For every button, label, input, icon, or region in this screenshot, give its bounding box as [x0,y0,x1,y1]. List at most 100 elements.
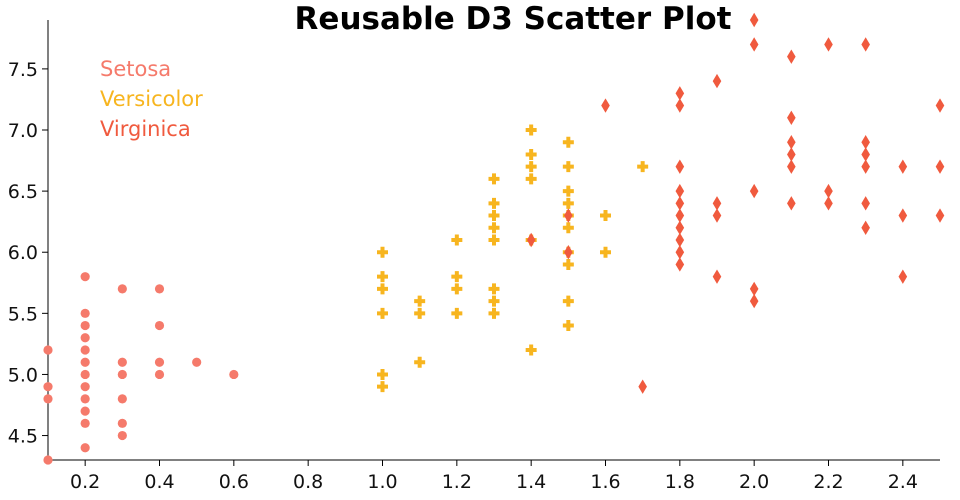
data-point [414,356,426,368]
data-point [229,369,239,380]
data-point [675,196,685,211]
data-point [80,382,90,392]
data-point [675,220,685,235]
x-tick-label: 1.0 [367,471,397,493]
data-point [712,208,722,223]
x-tick-label: 1.2 [442,471,472,493]
y-tick-label: 6.0 [8,242,38,264]
data-point [43,394,53,404]
data-point [562,161,574,173]
x-tick-label: 1.4 [516,471,546,493]
legend-item-versicolor: Versicolor [100,87,203,111]
data-point [488,197,500,209]
data-point [488,307,500,319]
data-point [154,369,165,380]
data-point [712,73,722,89]
data-point [80,394,90,404]
data-point [787,49,796,64]
data-point [377,307,388,319]
y-tick-label: 5.0 [8,364,38,386]
x-tick-label: 0.8 [293,471,323,493]
data-point [562,222,574,234]
data-point [192,357,202,367]
data-point [861,37,870,52]
data-point [80,272,90,282]
legend-item-setosa: Setosa [100,57,171,81]
data-point [861,159,870,174]
data-point [80,357,90,367]
data-point [861,147,870,162]
data-point [675,208,685,223]
data-point [117,369,127,380]
data-point [898,269,908,284]
data-point [712,196,722,211]
data-point [43,382,53,392]
data-point [749,12,759,28]
data-point [675,257,685,272]
data-point [787,159,796,174]
data-point [675,232,685,248]
x-tick-label: 0.4 [144,471,174,493]
x-tick-label: 2.2 [813,471,843,493]
data-point [824,37,833,52]
data-point [451,283,463,295]
data-point [675,245,685,260]
data-point [749,281,759,297]
data-point [377,283,388,295]
data-point [562,295,574,307]
data-point [601,98,610,113]
data-point [488,234,500,246]
data-point [564,245,573,260]
data-point [377,381,388,393]
data-point [600,246,611,258]
data-point [80,308,90,318]
data-point [80,406,90,416]
data-point [377,271,388,283]
data-point [414,307,426,319]
data-point [637,161,649,173]
y-tick-label: 7.5 [8,59,38,81]
data-point [787,147,796,162]
data-point [749,293,759,309]
y-tick-label: 5.5 [8,303,38,325]
data-point [80,345,90,355]
data-point [675,86,685,101]
data-point [117,418,127,428]
data-point [712,269,722,284]
legend: Setosa Versicolor Virginica [100,57,203,141]
x-tick-label: 0.6 [219,471,249,493]
data-point [562,258,574,270]
data-point [564,208,573,223]
data-point [562,320,574,332]
data-point [80,443,90,453]
data-point [935,208,945,223]
data-point [824,196,833,211]
data-point [562,185,574,197]
data-point [488,210,500,222]
x-tick-label: 1.6 [590,471,620,493]
data-point [600,210,611,222]
data-point [488,173,500,185]
data-point [451,307,463,319]
data-point [749,183,759,199]
data-point [80,369,90,380]
x-tick-label: 2.0 [739,471,769,493]
series-setosa [43,272,239,465]
data-point [749,37,759,52]
data-point [525,344,537,356]
data-point [638,379,647,394]
data-point [898,208,908,223]
data-point [898,159,908,174]
data-point [154,284,165,294]
data-point [935,98,945,113]
y-tick-label: 6.5 [8,181,38,203]
plot-area: 0.2 0.4 0.6 0.8 1.0 1.2 1.4 1.6 1.8 2.0 2.2 2.4 4.5 5… [8,12,945,493]
data-point [861,220,870,235]
x-tick-label: 2.4 [888,471,918,493]
series-virginica [526,12,945,394]
x-tick-label: 1.8 [665,471,695,493]
y-tick-label: 7.0 [8,120,38,142]
data-point [377,368,388,380]
series-versicolor [377,124,649,393]
